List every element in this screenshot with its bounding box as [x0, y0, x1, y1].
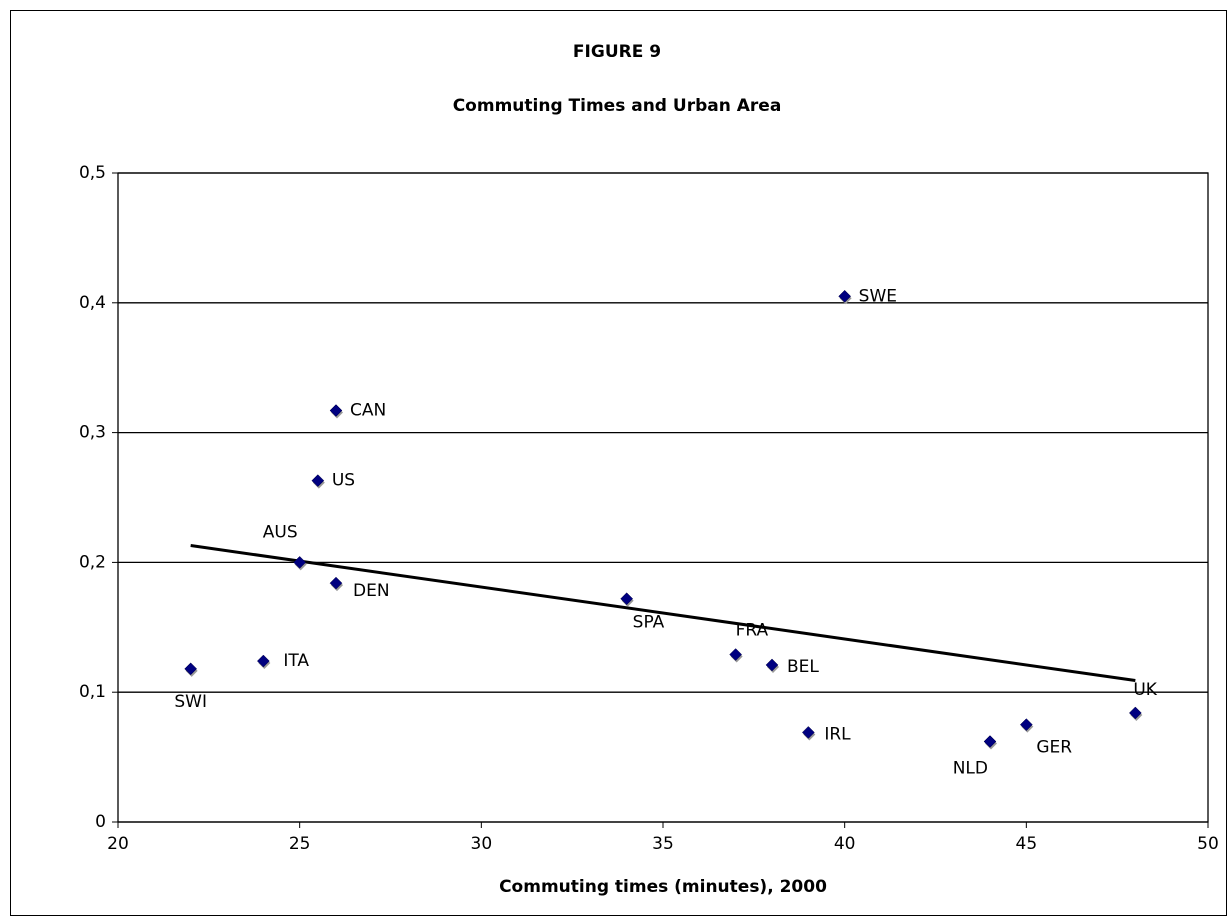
point-label: US — [332, 471, 355, 491]
point-label: ITA — [283, 651, 309, 671]
point-label: CAN — [350, 401, 386, 421]
point-label: BEL — [787, 657, 819, 677]
data-point — [620, 592, 634, 606]
x-tick-label: 25 — [289, 834, 311, 854]
x-tick-label: 20 — [107, 834, 129, 854]
chart-frame — [10, 10, 1227, 916]
y-tick-label: 0,3 — [79, 423, 106, 443]
y-tick-label: 0,4 — [79, 293, 106, 313]
point-label: GER — [1036, 738, 1072, 758]
trendline — [190, 544, 1136, 683]
data-point — [729, 648, 743, 661]
data-point — [311, 474, 325, 487]
y-tick-label: 0,5 — [79, 163, 106, 183]
chart-title: FIGURE 9 — [573, 42, 661, 62]
point-label: SWI — [174, 692, 207, 712]
data-point — [329, 404, 343, 417]
x-tick-label: 45 — [1016, 834, 1038, 854]
x-tick-label: 40 — [834, 834, 856, 854]
data-point — [184, 662, 198, 676]
point-label: UK — [1133, 680, 1157, 700]
data-point — [293, 556, 307, 569]
chart-subtitle: Commuting Times and Urban Area — [453, 96, 782, 116]
point-label: FRA — [736, 621, 769, 641]
y-tick-label: 0 — [95, 812, 106, 832]
y-tick-label: 0,2 — [79, 552, 106, 572]
plot-area — [117, 172, 1209, 823]
data-point — [1019, 718, 1033, 732]
point-label: DEN — [353, 581, 390, 601]
point-label: SWE — [859, 286, 897, 306]
data-point — [765, 658, 779, 672]
data-point — [838, 289, 852, 303]
x-tick-label: 35 — [652, 834, 674, 854]
data-point — [256, 654, 270, 668]
point-label: NLD — [953, 759, 988, 779]
data-point — [983, 735, 997, 748]
x-tick-label: 30 — [471, 834, 493, 854]
point-label: IRL — [824, 724, 851, 744]
point-label: AUS — [263, 522, 298, 542]
x-tick-label: 50 — [1197, 834, 1219, 854]
data-point — [801, 726, 815, 739]
data-point — [329, 576, 343, 590]
y-tick-label: 0,1 — [79, 682, 106, 702]
point-label: SPA — [633, 613, 665, 633]
x-axis-title: Commuting times (minutes), 2000 — [499, 877, 827, 897]
data-point — [1128, 706, 1142, 720]
